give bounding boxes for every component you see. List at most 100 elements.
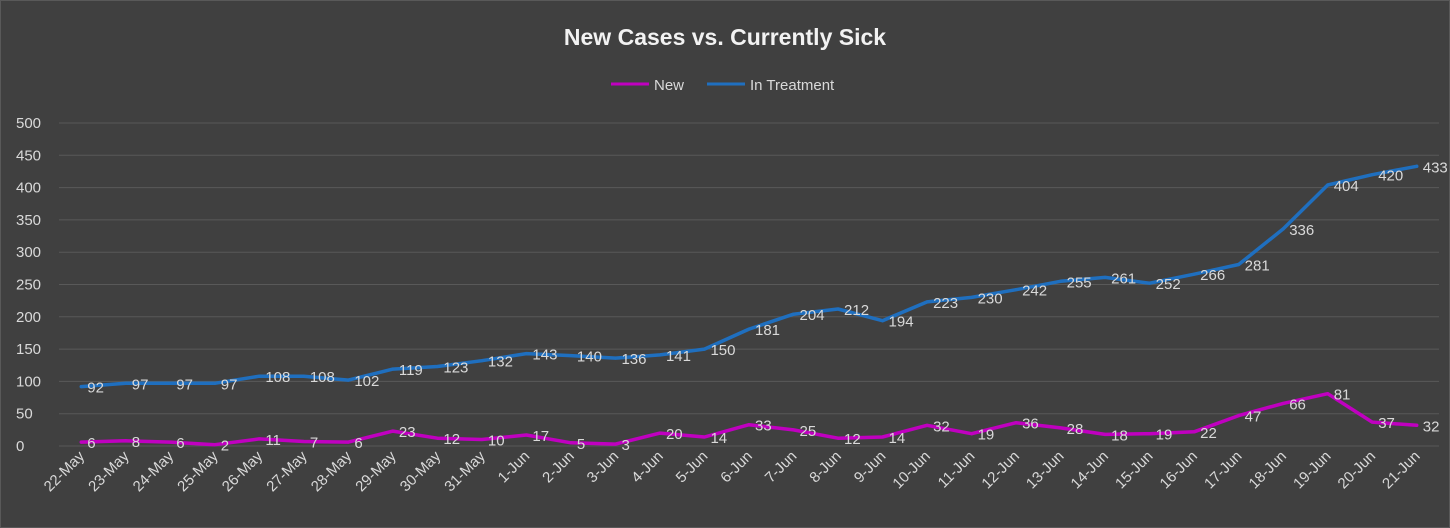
data-label-in-treatment: 212 — [844, 302, 869, 319]
data-label-in-treatment: 136 — [621, 351, 646, 368]
x-tick-label: 3-Jun — [584, 448, 623, 487]
x-tick-label: 15-Jun — [1112, 448, 1156, 492]
data-label-in-treatment: 336 — [1289, 222, 1314, 239]
y-tick-label: 100 — [16, 373, 41, 390]
data-point-in-treatment — [792, 312, 796, 316]
data-label-in-treatment: 223 — [933, 295, 958, 312]
x-tick-label: 14-Jun — [1067, 448, 1111, 492]
x-tick-label: 4-Jun — [628, 448, 667, 487]
data-point-new — [1281, 401, 1285, 405]
data-point-new — [1103, 432, 1107, 436]
x-tick-label: 16-Jun — [1157, 448, 1201, 492]
x-tick-label: 12-Jun — [978, 448, 1022, 492]
y-tick-label: 400 — [16, 180, 41, 197]
data-label-in-treatment: 97 — [176, 376, 193, 393]
data-label-in-treatment: 433 — [1423, 159, 1448, 176]
y-tick-label: 450 — [16, 147, 41, 164]
data-point-new — [613, 442, 617, 446]
data-point-new — [302, 439, 306, 443]
x-tick-label: 1-Jun — [495, 448, 534, 487]
data-point-in-treatment — [79, 385, 83, 389]
series-lines — [79, 164, 1419, 447]
data-label-in-treatment: 181 — [755, 322, 780, 339]
data-label-new: 19 — [978, 427, 995, 444]
x-tick-label: 21-Jun — [1379, 448, 1423, 492]
data-label-new: 14 — [889, 430, 906, 447]
data-point-new — [702, 435, 706, 439]
x-tick-label: 18-Jun — [1246, 448, 1290, 492]
data-point-in-treatment — [836, 307, 840, 311]
legend-label-in-treatment: In Treatment — [750, 77, 835, 94]
data-point-new — [881, 435, 885, 439]
data-point-new — [1370, 420, 1374, 424]
x-tick-label: 20-Jun — [1335, 448, 1379, 492]
data-label-in-treatment: 108 — [265, 369, 290, 386]
data-label-in-treatment: 97 — [132, 376, 149, 393]
data-point-in-treatment — [213, 381, 217, 385]
data-point-in-treatment — [1370, 173, 1374, 177]
y-tick-label: 500 — [16, 115, 41, 132]
data-label-new: 8 — [132, 434, 140, 451]
data-point-in-treatment — [124, 381, 128, 385]
data-point-in-treatment — [569, 354, 573, 358]
x-tick-label: 17-Jun — [1201, 448, 1245, 492]
data-label-in-treatment: 97 — [221, 376, 238, 393]
data-label-in-treatment: 194 — [889, 314, 914, 331]
data-point-in-treatment — [1014, 288, 1018, 292]
data-point-in-treatment — [1281, 227, 1285, 231]
x-tick-label: 30-May — [397, 447, 445, 495]
data-label-in-treatment: 281 — [1245, 257, 1270, 274]
data-point-in-treatment — [257, 374, 261, 378]
data-label-in-treatment: 255 — [1067, 274, 1092, 291]
data-label-new: 23 — [399, 424, 416, 441]
data-point-new — [257, 437, 261, 441]
data-point-new — [1415, 423, 1419, 427]
data-label-in-treatment: 261 — [1111, 270, 1136, 287]
data-point-in-treatment — [346, 378, 350, 382]
data-point-in-treatment — [435, 365, 439, 369]
data-point-new — [124, 439, 128, 443]
data-point-in-treatment — [480, 359, 484, 363]
data-label-in-treatment: 242 — [1022, 283, 1047, 300]
data-point-new — [1014, 421, 1018, 425]
data-point-in-treatment — [168, 381, 172, 385]
x-tick-label: 27-May — [263, 447, 311, 495]
data-label-in-treatment: 108 — [310, 369, 335, 386]
data-label-in-treatment: 230 — [978, 290, 1003, 307]
x-tick-label: 28-May — [308, 447, 356, 495]
data-point-new — [1326, 392, 1330, 396]
data-point-in-treatment — [1326, 183, 1330, 187]
data-label-new: 6 — [354, 435, 362, 452]
data-point-in-treatment — [1415, 164, 1419, 168]
data-point-new — [480, 438, 484, 442]
data-label-new: 32 — [1423, 418, 1440, 435]
data-point-in-treatment — [925, 300, 929, 304]
data-label-new: 6 — [176, 435, 184, 452]
x-tick-label: 10-Jun — [889, 448, 933, 492]
data-point-new — [792, 428, 796, 432]
y-tick-label: 150 — [16, 341, 41, 358]
data-label-new: 17 — [532, 428, 549, 445]
data-point-new — [1059, 426, 1063, 430]
data-point-new — [1237, 414, 1241, 418]
data-label-new: 6 — [87, 435, 95, 452]
data-label-new: 12 — [844, 431, 861, 448]
x-tick-label: 11-Jun — [935, 448, 979, 492]
x-tick-label: 8-Jun — [806, 448, 845, 487]
data-label-in-treatment: 102 — [354, 373, 379, 390]
x-tick-label: 23-May — [85, 447, 133, 495]
data-point-in-treatment — [881, 319, 885, 323]
data-label-new: 7 — [310, 434, 318, 451]
data-point-new — [391, 429, 395, 433]
data-point-new — [1192, 430, 1196, 434]
data-label-new: 37 — [1378, 415, 1395, 432]
gridlines — [59, 122, 1439, 447]
x-tick-label: 31-May — [441, 447, 489, 495]
y-tick-label: 50 — [16, 406, 33, 423]
data-label-new: 28 — [1067, 421, 1084, 438]
data-point-new — [346, 440, 350, 444]
x-axis-ticks: 22-May23-May24-May25-May26-May27-May28-M… — [41, 447, 1424, 495]
legend-label-new: New — [654, 77, 684, 94]
data-label-in-treatment: 266 — [1200, 267, 1225, 284]
